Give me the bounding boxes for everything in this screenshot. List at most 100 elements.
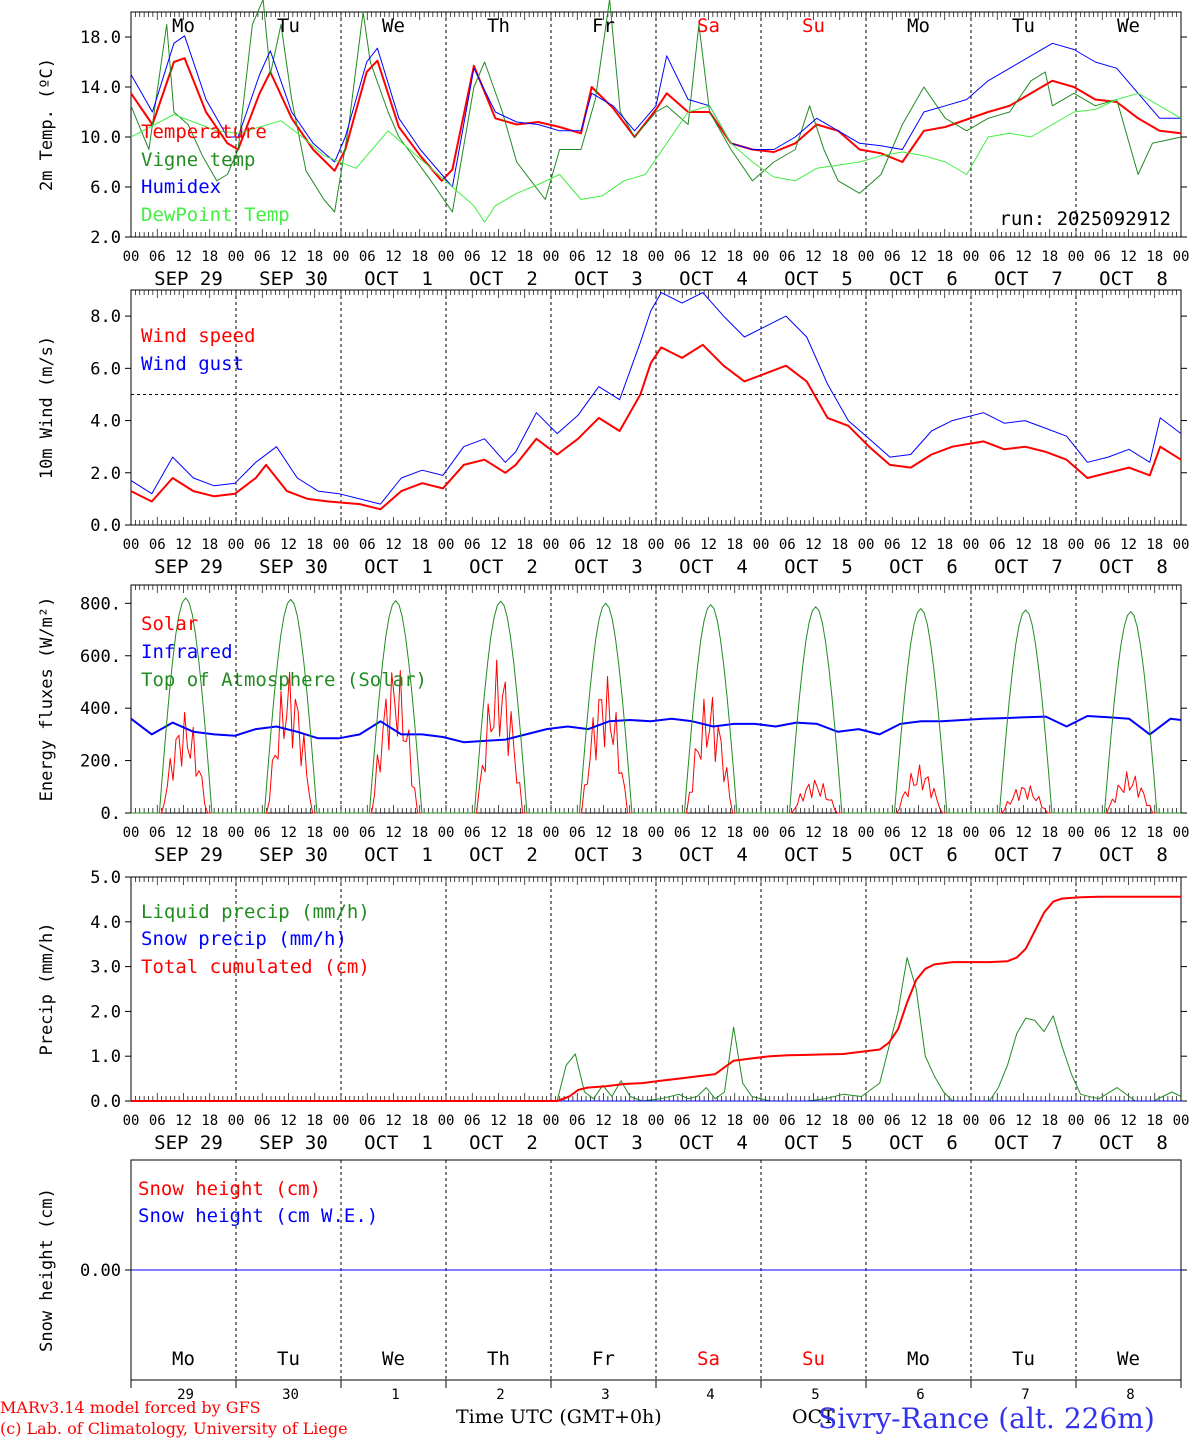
day-number-label: 4 xyxy=(706,1387,714,1403)
y-tick-label: 2.0 xyxy=(90,1002,121,1022)
day-label: OCT 2 xyxy=(469,844,538,866)
hour-tick-label: 12 xyxy=(490,249,507,265)
day-label: OCT 4 xyxy=(679,268,748,290)
hour-tick-label: 06 xyxy=(359,249,376,265)
hour-tick-label: 12 xyxy=(805,249,822,265)
hour-tick-label: 06 xyxy=(884,825,901,841)
day-label: OCT 4 xyxy=(679,556,748,578)
y-tick-label: 6.0 xyxy=(90,178,121,198)
legend-temperature: Temperature xyxy=(141,121,267,143)
weekday-label: Tu xyxy=(1012,15,1035,37)
hour-tick-label: 12 xyxy=(805,537,822,553)
hour-tick-label: 06 xyxy=(254,249,271,265)
hour-tick-label: 06 xyxy=(1094,537,1111,553)
series-line-temperature xyxy=(130,57,1182,182)
hour-tick-label: 06 xyxy=(149,1113,166,1129)
hour-tick-label: 06 xyxy=(884,1113,901,1129)
hour-tick-label: 06 xyxy=(779,1113,796,1129)
hour-tick-label: 00 xyxy=(333,249,350,265)
hour-tick-label: 18 xyxy=(1041,1113,1058,1129)
hour-tick-label: 06 xyxy=(569,825,586,841)
weekday-label: Tu xyxy=(277,15,300,37)
hour-tick-label: 12 xyxy=(1120,825,1137,841)
legend-dewpoint-temp: DewPoint Temp xyxy=(141,204,290,226)
day-label: OCT 7 xyxy=(994,1132,1063,1154)
hour-tick-label: 12 xyxy=(280,249,297,265)
legend-solar: Solar xyxy=(141,613,198,635)
weekday-label: Su xyxy=(802,1348,825,1370)
day-number-label: 6 xyxy=(916,1387,924,1403)
station-label: Sivry-Rance (alt. 226m) xyxy=(818,1402,1155,1435)
hour-tick-label: 18 xyxy=(516,825,533,841)
hour-tick-label: 18 xyxy=(306,249,323,265)
hour-tick-label: 18 xyxy=(831,249,848,265)
panel-wind: 0.0 2.0 4.0 6.0 8.0 10m Wind (m/s) Wind speed W… xyxy=(37,289,1189,578)
hour-tick-label: 00 xyxy=(228,249,245,265)
hour-tick-label: 12 xyxy=(1120,1113,1137,1129)
weekday-label: Fr xyxy=(592,1348,615,1370)
credit-model: MARv3.14 model forced by GFS xyxy=(0,1398,261,1417)
hour-tick-label: 06 xyxy=(674,825,691,841)
hour-tick-label: 18 xyxy=(726,249,743,265)
weekday-label: Mo xyxy=(172,1348,195,1370)
hour-tick-label: 00 xyxy=(1068,249,1085,265)
hour-tick-label: 18 xyxy=(726,1113,743,1129)
y-tick-label: 4.0 xyxy=(90,412,121,432)
hour-tick-label: 12 xyxy=(1120,537,1137,553)
hour-tick-label: 00 xyxy=(228,825,245,841)
day-label: OCT 3 xyxy=(574,556,643,578)
hour-tick-label: 06 xyxy=(359,825,376,841)
weekday-label: Tu xyxy=(277,1348,300,1370)
y-tick-label: 2.0 xyxy=(90,464,121,484)
hour-tick-label: 00 xyxy=(543,1113,560,1129)
hour-tick-label: 12 xyxy=(700,249,717,265)
hour-tick-label: 06 xyxy=(779,249,796,265)
hour-tick-label: 06 xyxy=(149,537,166,553)
legend-total-cumulated-cm-: Total cumulated (cm) xyxy=(141,956,370,978)
day-number-label: 3 xyxy=(601,1387,609,1403)
day-label: SEP 29 xyxy=(154,1132,223,1154)
hour-tick-label: 18 xyxy=(621,249,638,265)
run-label: run: 2025092912 xyxy=(999,208,1171,230)
day-label: OCT 3 xyxy=(574,1132,643,1154)
weekday-label: We xyxy=(1117,15,1140,37)
hour-tick-label: 18 xyxy=(1146,537,1163,553)
hour-tick-label: 00 xyxy=(123,537,140,553)
hour-tick-label: 06 xyxy=(359,537,376,553)
y-tick-label: 1.0 xyxy=(90,1047,121,1067)
day-label: SEP 30 xyxy=(259,556,328,578)
hour-tick-label: 00 xyxy=(858,825,875,841)
hour-tick-label: 18 xyxy=(1146,825,1163,841)
hour-tick-label: 18 xyxy=(1041,825,1058,841)
hour-tick-label: 12 xyxy=(700,825,717,841)
day-label: OCT 3 xyxy=(574,268,643,290)
hour-tick-label: 00 xyxy=(648,1113,665,1129)
hour-tick-label: 00 xyxy=(123,1113,140,1129)
day-number-label: 1 xyxy=(391,1387,399,1403)
hour-tick-label: 06 xyxy=(254,537,271,553)
y-tick-label: 800. xyxy=(80,594,121,614)
day-label: OCT 1 xyxy=(364,844,433,866)
y-tick-label: 0.0 xyxy=(90,516,121,536)
day-label: OCT 2 xyxy=(469,556,538,578)
hour-tick-label: 12 xyxy=(385,825,402,841)
hour-tick-label: 18 xyxy=(936,825,953,841)
legend-vigne-temp: Vigne temp xyxy=(141,149,255,171)
y-tick-label: 0.00 xyxy=(80,1261,121,1281)
y-axis-title: 10m Wind (m/s) xyxy=(37,336,57,479)
legend-wind-speed: Wind speed xyxy=(141,325,255,347)
hour-tick-label: 06 xyxy=(569,1113,586,1129)
panel-snow: 0.00 Snow height (cm) Snow height (cm) Snow… xyxy=(37,1159,1187,1403)
hour-tick-label: 18 xyxy=(411,249,428,265)
day-number-label: 30 xyxy=(282,1387,299,1403)
hour-tick-label: 18 xyxy=(936,1113,953,1129)
hour-tick-label: 00 xyxy=(753,249,770,265)
y-tick-label: 0. xyxy=(101,804,121,824)
hour-tick-label: 12 xyxy=(910,537,927,553)
hour-tick-label: 12 xyxy=(175,1113,192,1129)
hour-tick-label: 12 xyxy=(595,825,612,841)
hour-tick-label: 18 xyxy=(201,249,218,265)
hour-tick-label: 06 xyxy=(674,249,691,265)
day-label: SEP 30 xyxy=(259,844,328,866)
y-tick-label: 4.0 xyxy=(90,913,121,933)
